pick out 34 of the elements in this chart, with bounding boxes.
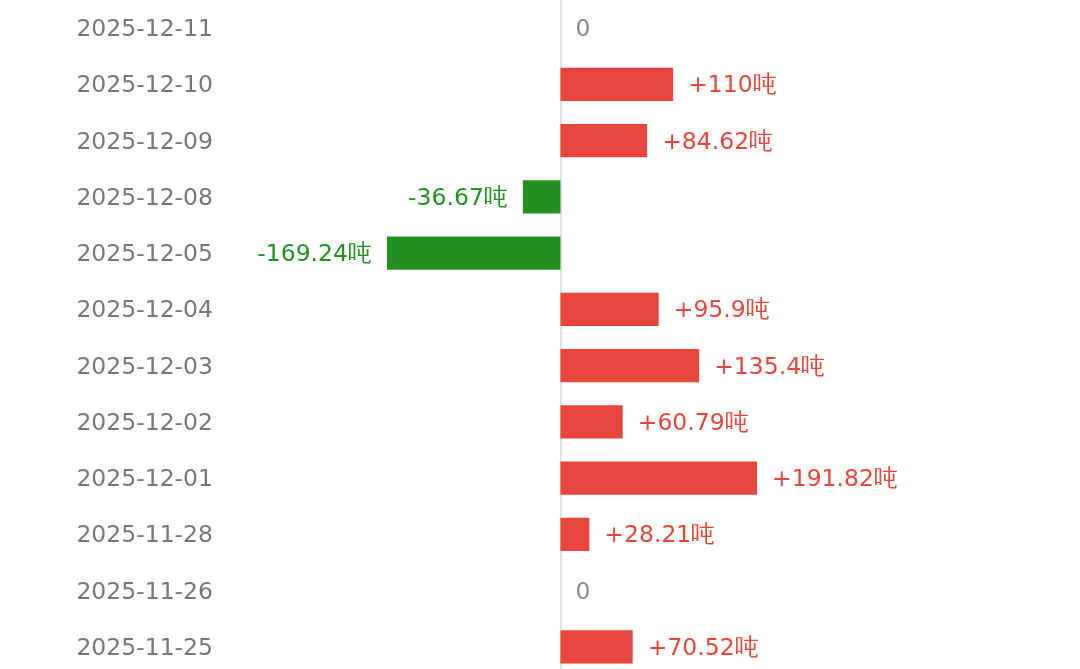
bar bbox=[560, 405, 623, 439]
bar bbox=[560, 292, 659, 326]
y-tick-label: 2025-11-26 bbox=[76, 576, 213, 605]
y-tick-label: 2025-11-25 bbox=[76, 632, 213, 661]
data-label: -36.67吨 bbox=[408, 182, 508, 211]
data-label: +70.52吨 bbox=[647, 632, 759, 661]
data-label: +84.62吨 bbox=[662, 126, 774, 155]
data-label: +95.9吨 bbox=[673, 295, 770, 324]
y-tick-label: 2025-12-09 bbox=[76, 126, 213, 155]
data-label: +60.79吨 bbox=[637, 407, 749, 436]
data-label: +191.82吨 bbox=[772, 464, 898, 493]
data-label: 0 bbox=[575, 576, 591, 605]
data-label: -169.24吨 bbox=[257, 239, 372, 268]
bar bbox=[560, 349, 700, 383]
bar bbox=[387, 236, 561, 270]
y-tick-label: 2025-11-28 bbox=[76, 520, 213, 549]
y-tick-label: 2025-12-05 bbox=[76, 239, 213, 268]
bar bbox=[560, 461, 757, 495]
data-label: +110吨 bbox=[688, 70, 777, 99]
y-tick-label: 2025-12-01 bbox=[76, 464, 213, 493]
y-tick-label: 2025-12-04 bbox=[76, 295, 213, 324]
bar bbox=[560, 67, 674, 101]
y-tick-label: 2025-12-11 bbox=[76, 14, 213, 43]
data-label: +28.21吨 bbox=[604, 520, 716, 549]
y-tick-label: 2025-12-03 bbox=[76, 351, 213, 380]
bar bbox=[560, 517, 590, 551]
y-tick-label: 2025-12-08 bbox=[76, 182, 213, 211]
bar bbox=[560, 124, 648, 158]
bar bbox=[560, 630, 633, 664]
bar bbox=[522, 180, 561, 214]
y-tick-label: 2025-12-10 bbox=[76, 70, 213, 99]
data-label: +135.4吨 bbox=[714, 351, 826, 380]
data-label: 0 bbox=[575, 14, 591, 43]
y-tick-label: 2025-12-02 bbox=[76, 407, 213, 436]
